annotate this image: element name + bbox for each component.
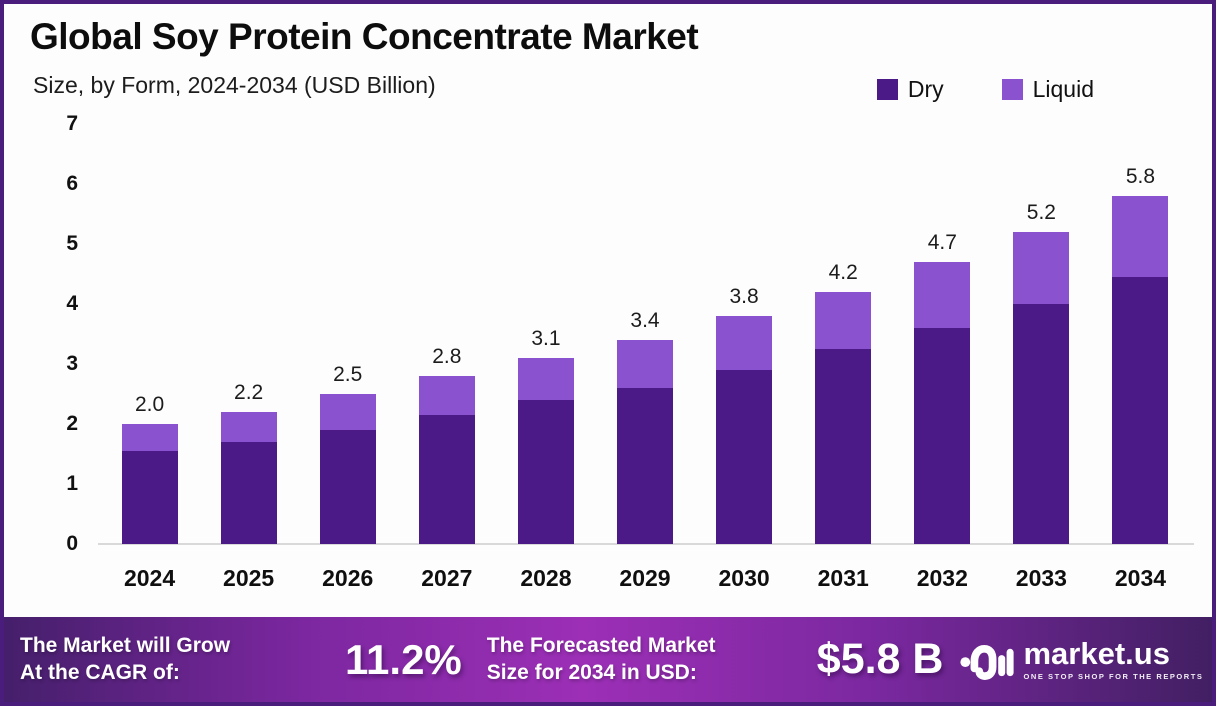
bar-segment-liquid (319, 394, 376, 430)
bar-group-2025: 2.2 2025 (199, 124, 298, 591)
legend-item-dry: Dry (876, 76, 944, 103)
bar-segment-dry (617, 388, 674, 544)
bar-total-label: 2.2 (234, 381, 264, 404)
x-tick-label: 2028 (520, 565, 572, 591)
bar-total-label: 3.1 (531, 327, 561, 350)
x-tick-label: 2026 (322, 565, 374, 591)
chart-legend: Dry Liquid (876, 76, 1094, 103)
bar-segment-liquid (617, 340, 674, 388)
x-tick-label: 2034 (1114, 565, 1167, 591)
forecast-label-line1: The Forecasted Market (486, 634, 716, 658)
market-us-logo-icon (960, 644, 1015, 680)
forecast-label-line2: Size for 2034 in USD: (486, 660, 697, 684)
bar-group-2026: 2.5 2026 (298, 124, 397, 591)
bar-segment-liquid (418, 376, 475, 415)
brand-tagline: ONE STOP SHOP FOR THE REPORTS (1023, 672, 1204, 681)
y-tick-label: 7 (66, 112, 78, 135)
x-tick-label: 2033 (1015, 565, 1067, 591)
bar-total-label: 5.2 (1026, 201, 1056, 224)
y-tick-label: 6 (66, 172, 78, 195)
bar-segment-liquid (815, 292, 872, 349)
bar-segment-dry (914, 328, 971, 544)
legend-item-liquid: Liquid (1001, 76, 1094, 103)
bar-total-label: 4.2 (828, 261, 858, 284)
bar-total-label: 2.5 (333, 363, 363, 386)
legend-label-dry: Dry (907, 76, 944, 102)
cagr-label-line2: At the CAGR of: (20, 660, 180, 684)
legend-swatch-liquid (1001, 79, 1023, 100)
bar-segment-liquid (914, 262, 971, 328)
x-axis-line (98, 543, 1194, 545)
bar-segment-dry (815, 349, 872, 544)
y-tick-label: 0 (66, 532, 78, 555)
bar-segment-liquid (517, 358, 574, 400)
x-tick-label: 2032 (916, 565, 968, 591)
bar-total-label: 2.8 (432, 345, 462, 368)
bar-group-2030: 3.8 2030 (695, 124, 794, 591)
brand-logo: market.us ONE STOP SHOP FOR THE REPORTS (959, 635, 1203, 685)
bar-segment-liquid (220, 412, 277, 442)
cagr-label-line1: The Market will Grow (20, 634, 231, 658)
y-tick-label: 4 (66, 292, 78, 315)
bar-segment-liquid (1112, 196, 1169, 277)
legend-swatch-dry (876, 79, 898, 100)
bar-segment-liquid (716, 316, 773, 370)
cagr-label: The Market will Grow At the CAGR of: (20, 633, 285, 686)
bar-segment-dry (716, 370, 773, 544)
bar-group-2029: 3.4 2029 (595, 124, 694, 591)
brand-text: market.us ONE STOP SHOP FOR THE REPORTS (1023, 638, 1203, 681)
bar-group-2032: 4.7 2032 (893, 124, 992, 591)
x-tick-label: 2024 (123, 565, 176, 591)
bar-total-label: 3.8 (729, 285, 759, 308)
bar-total-label: 3.4 (630, 309, 660, 332)
bar-group-2024: 2.0 2024 (100, 124, 199, 591)
y-tick-label: 5 (66, 232, 78, 255)
plot-area: 2.0 2024 2.2 2025 2.5 2026 2.8 2027 3.1 2028 3.4 20… (100, 124, 1190, 591)
y-tick-label: 2 (66, 412, 78, 435)
bar-segment-dry (1013, 304, 1070, 544)
bar-segment-dry (319, 430, 376, 544)
footer-banner: The Market will Grow At the CAGR of: 11.… (4, 617, 1212, 702)
brand-name: market.us (1023, 636, 1170, 671)
forecast-value: $5.8 B (816, 635, 944, 683)
cagr-value: 11.2% (345, 635, 462, 683)
bar-total-label: 5.8 (1125, 165, 1156, 188)
bar-segment-liquid (121, 424, 178, 451)
bar-total-label: 2.0 (134, 393, 165, 416)
bar-segment-dry (418, 415, 475, 544)
legend-label-liquid: Liquid (1032, 76, 1094, 102)
page-subtitle: Size, by Form, 2024-2034 (USD Billion) (33, 72, 436, 98)
bar-segment-dry (517, 400, 574, 544)
bar-segment-dry (121, 451, 178, 544)
x-tick-label: 2030 (718, 565, 770, 591)
bar-group-2028: 3.1 2028 (496, 124, 595, 591)
y-tick-label: 1 (66, 472, 78, 495)
bar-group-2034: 5.8 2034 (1091, 124, 1190, 591)
x-tick-label: 2029 (619, 565, 671, 591)
forecast-label: The Forecasted Market Size for 2034 in U… (487, 633, 737, 686)
y-tick-label: 3 (66, 352, 78, 375)
bar-segment-liquid (1013, 232, 1070, 304)
x-tick-label: 2031 (817, 565, 869, 591)
bar-group-2033: 5.2 2033 (992, 124, 1091, 591)
bar-group-2031: 4.2 2031 (794, 124, 893, 591)
bar-segment-dry (220, 442, 277, 544)
x-tick-label: 2025 (223, 565, 275, 591)
x-tick-label: 2027 (421, 565, 473, 591)
bar-total-label: 4.7 (927, 231, 957, 254)
bar-group-2027: 2.8 2027 (397, 124, 496, 591)
page-title: Global Soy Protein Concentrate Market (30, 16, 699, 57)
bar-segment-dry (1112, 277, 1169, 544)
